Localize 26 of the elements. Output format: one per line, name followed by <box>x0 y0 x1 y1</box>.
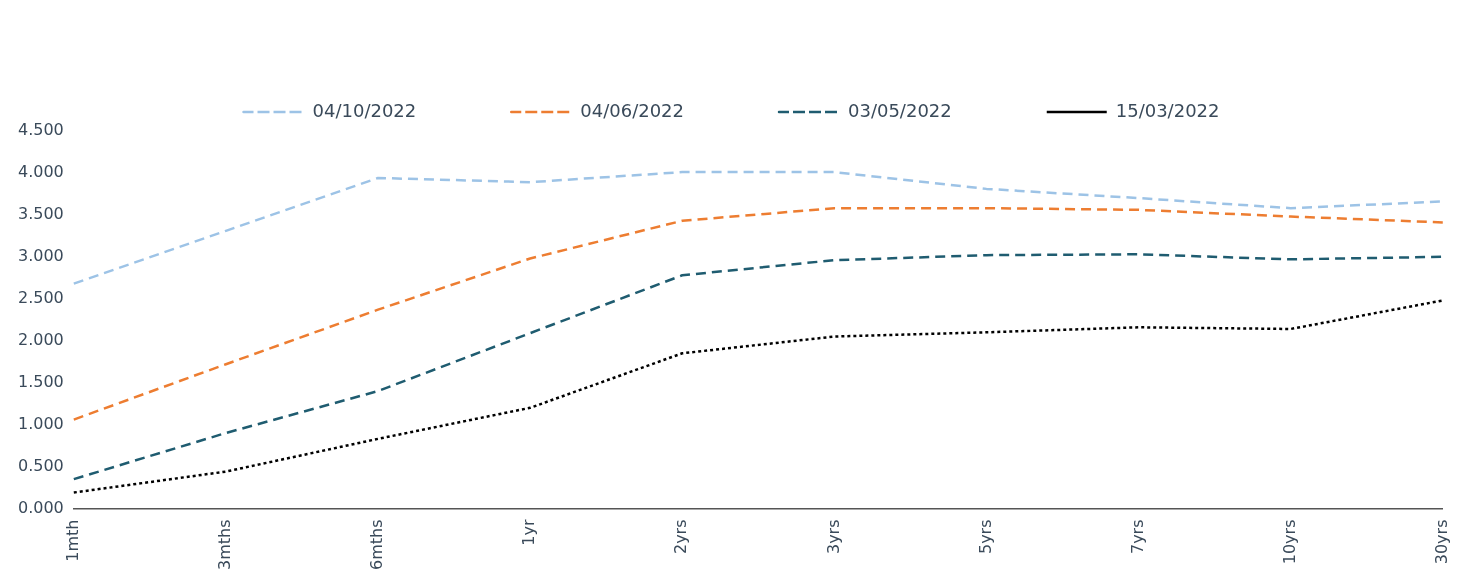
legend-label: 15/03/2022 <box>1115 99 1220 121</box>
y-tick-label: 4.000 <box>17 162 64 182</box>
y-tick-label: 2.500 <box>17 287 64 307</box>
y-tick-label: 0.000 <box>17 497 64 517</box>
y-tick-label: 3.500 <box>17 204 64 224</box>
line-series <box>72 299 1445 494</box>
x-tick-label: 3yrs <box>823 519 843 555</box>
y-tick-label: 2.000 <box>17 329 64 349</box>
x-tick-label: 6mths <box>367 519 387 570</box>
x-tick-label: 3mths <box>215 519 235 570</box>
line-series <box>72 206 1445 421</box>
y-tick-label: 0.500 <box>17 455 64 475</box>
legend-label: 04/10/2022 <box>312 99 417 121</box>
x-tick-label: 30yrs <box>1431 519 1451 565</box>
x-tick-label: 5yrs <box>975 519 995 555</box>
x-tick-label: 1yr <box>519 519 539 546</box>
y-tick-label: 1.000 <box>17 413 64 433</box>
y-tick-label: 3.000 <box>17 245 64 265</box>
legend-label: 04/06/2022 <box>580 99 684 121</box>
y-tick-label: 4.500 <box>17 120 64 140</box>
x-tick-label: 10yrs <box>1279 519 1299 565</box>
y-tick-label: 1.500 <box>17 371 64 391</box>
legend-label: 03/05/2022 <box>848 99 952 121</box>
x-tick-label: 2yrs <box>671 519 691 555</box>
x-tick-label: 1mth <box>62 519 82 562</box>
x-tick-label: 7yrs <box>1127 519 1147 555</box>
